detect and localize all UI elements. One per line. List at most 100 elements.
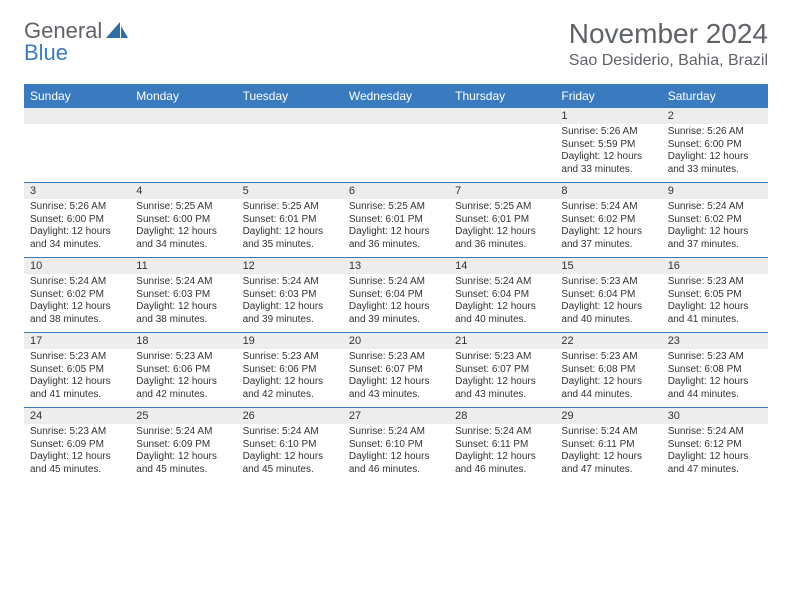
sunrise-text: Sunrise: 5:23 AM (668, 276, 762, 289)
sunset-text: Sunset: 6:11 PM (455, 439, 549, 452)
calendar-day-cell: 16Sunrise: 5:23 AMSunset: 6:05 PMDayligh… (662, 258, 768, 333)
sunset-text: Sunset: 6:09 PM (136, 439, 230, 452)
daylight-line2: and 43 minutes. (455, 389, 549, 402)
sunrise-text: Sunrise: 5:25 AM (455, 201, 549, 214)
calendar-day-cell: 18Sunrise: 5:23 AMSunset: 6:06 PMDayligh… (130, 333, 236, 408)
day-details: Sunrise: 5:26 AMSunset: 6:00 PMDaylight:… (24, 199, 130, 257)
daylight-line2: and 41 minutes. (30, 389, 124, 402)
daylight-line2: and 40 minutes. (561, 314, 655, 327)
day-number: 14 (449, 258, 555, 274)
daylight-line1: Daylight: 12 hours (561, 376, 655, 389)
daylight-line1: Daylight: 12 hours (349, 451, 443, 464)
day-number: 26 (237, 408, 343, 424)
day-details: Sunrise: 5:24 AMSunset: 6:11 PMDaylight:… (449, 424, 555, 482)
weekday-header: Wednesday (343, 84, 449, 108)
logo-text-blue: Blue (24, 40, 68, 66)
sunrise-text: Sunrise: 5:24 AM (668, 426, 762, 439)
day-number (343, 108, 449, 124)
day-details: Sunrise: 5:24 AMSunset: 6:12 PMDaylight:… (662, 424, 768, 482)
daylight-line1: Daylight: 12 hours (561, 451, 655, 464)
daylight-line1: Daylight: 12 hours (243, 376, 337, 389)
weekday-header: Monday (130, 84, 236, 108)
sunrise-text: Sunrise: 5:26 AM (668, 126, 762, 139)
sunrise-text: Sunrise: 5:24 AM (243, 426, 337, 439)
daylight-line2: and 36 minutes. (455, 239, 549, 252)
daylight-line2: and 34 minutes. (136, 239, 230, 252)
sunrise-text: Sunrise: 5:25 AM (243, 201, 337, 214)
sunrise-text: Sunrise: 5:24 AM (30, 276, 124, 289)
daylight-line1: Daylight: 12 hours (136, 376, 230, 389)
sunrise-text: Sunrise: 5:24 AM (349, 426, 443, 439)
calendar-week-row: 10Sunrise: 5:24 AMSunset: 6:02 PMDayligh… (24, 258, 768, 333)
sunrise-text: Sunrise: 5:23 AM (455, 351, 549, 364)
daylight-line1: Daylight: 12 hours (136, 301, 230, 314)
sunrise-text: Sunrise: 5:25 AM (136, 201, 230, 214)
day-details: Sunrise: 5:24 AMSunset: 6:09 PMDaylight:… (130, 424, 236, 482)
calendar-day-cell: 22Sunrise: 5:23 AMSunset: 6:08 PMDayligh… (555, 333, 661, 408)
daylight-line2: and 45 minutes. (136, 464, 230, 477)
calendar-day-cell: 3Sunrise: 5:26 AMSunset: 6:00 PMDaylight… (24, 183, 130, 258)
sunrise-text: Sunrise: 5:23 AM (561, 351, 655, 364)
daylight-line1: Daylight: 12 hours (668, 301, 762, 314)
daylight-line1: Daylight: 12 hours (561, 226, 655, 239)
daylight-line1: Daylight: 12 hours (349, 301, 443, 314)
logo-sail-icon (106, 22, 128, 40)
day-details: Sunrise: 5:24 AMSunset: 6:02 PMDaylight:… (24, 274, 130, 332)
sunset-text: Sunset: 6:07 PM (349, 364, 443, 377)
day-details: Sunrise: 5:25 AMSunset: 6:01 PMDaylight:… (343, 199, 449, 257)
sunset-text: Sunset: 6:04 PM (561, 289, 655, 302)
day-details: Sunrise: 5:25 AMSunset: 6:01 PMDaylight:… (449, 199, 555, 257)
sunrise-text: Sunrise: 5:24 AM (455, 426, 549, 439)
day-number: 18 (130, 333, 236, 349)
daylight-line1: Daylight: 12 hours (455, 226, 549, 239)
day-number: 9 (662, 183, 768, 199)
day-number: 10 (24, 258, 130, 274)
day-details: Sunrise: 5:23 AMSunset: 6:08 PMDaylight:… (555, 349, 661, 407)
day-details: Sunrise: 5:26 AMSunset: 6:00 PMDaylight:… (662, 124, 768, 182)
day-number: 21 (449, 333, 555, 349)
daylight-line1: Daylight: 12 hours (668, 226, 762, 239)
daylight-line2: and 33 minutes. (668, 164, 762, 177)
weekday-header: Saturday (662, 84, 768, 108)
day-number (24, 108, 130, 124)
sunrise-text: Sunrise: 5:24 AM (455, 276, 549, 289)
day-number: 16 (662, 258, 768, 274)
day-number (130, 108, 236, 124)
sunset-text: Sunset: 6:02 PM (30, 289, 124, 302)
day-number: 29 (555, 408, 661, 424)
sunset-text: Sunset: 6:01 PM (349, 214, 443, 227)
day-details: Sunrise: 5:23 AMSunset: 6:07 PMDaylight:… (343, 349, 449, 407)
daylight-line2: and 47 minutes. (668, 464, 762, 477)
sunset-text: Sunset: 6:06 PM (243, 364, 337, 377)
sunset-text: Sunset: 6:12 PM (668, 439, 762, 452)
day-number: 15 (555, 258, 661, 274)
title-block: November 2024 Sao Desiderio, Bahia, Braz… (569, 18, 768, 70)
day-number: 8 (555, 183, 661, 199)
calendar-day-cell: 10Sunrise: 5:24 AMSunset: 6:02 PMDayligh… (24, 258, 130, 333)
sunset-text: Sunset: 6:03 PM (243, 289, 337, 302)
calendar-day-cell: 12Sunrise: 5:24 AMSunset: 6:03 PMDayligh… (237, 258, 343, 333)
day-details: Sunrise: 5:24 AMSunset: 6:04 PMDaylight:… (343, 274, 449, 332)
day-details: Sunrise: 5:23 AMSunset: 6:04 PMDaylight:… (555, 274, 661, 332)
day-number: 28 (449, 408, 555, 424)
sunset-text: Sunset: 6:01 PM (243, 214, 337, 227)
weekday-header: Tuesday (237, 84, 343, 108)
day-details: Sunrise: 5:24 AMSunset: 6:03 PMDaylight:… (130, 274, 236, 332)
daylight-line2: and 45 minutes. (243, 464, 337, 477)
daylight-line1: Daylight: 12 hours (455, 451, 549, 464)
daylight-line2: and 37 minutes. (668, 239, 762, 252)
sunrise-text: Sunrise: 5:24 AM (136, 276, 230, 289)
daylight-line2: and 33 minutes. (561, 164, 655, 177)
daylight-line1: Daylight: 12 hours (243, 301, 337, 314)
page-header: General November 2024 Sao Desiderio, Bah… (24, 18, 768, 70)
daylight-line2: and 36 minutes. (349, 239, 443, 252)
sunset-text: Sunset: 6:08 PM (561, 364, 655, 377)
sunset-text: Sunset: 6:02 PM (668, 214, 762, 227)
sunrise-text: Sunrise: 5:24 AM (561, 426, 655, 439)
sunset-text: Sunset: 6:00 PM (668, 139, 762, 152)
daylight-line2: and 42 minutes. (136, 389, 230, 402)
day-details: Sunrise: 5:24 AMSunset: 6:11 PMDaylight:… (555, 424, 661, 482)
calendar-day-cell (449, 108, 555, 183)
daylight-line1: Daylight: 12 hours (136, 226, 230, 239)
sunset-text: Sunset: 6:04 PM (349, 289, 443, 302)
